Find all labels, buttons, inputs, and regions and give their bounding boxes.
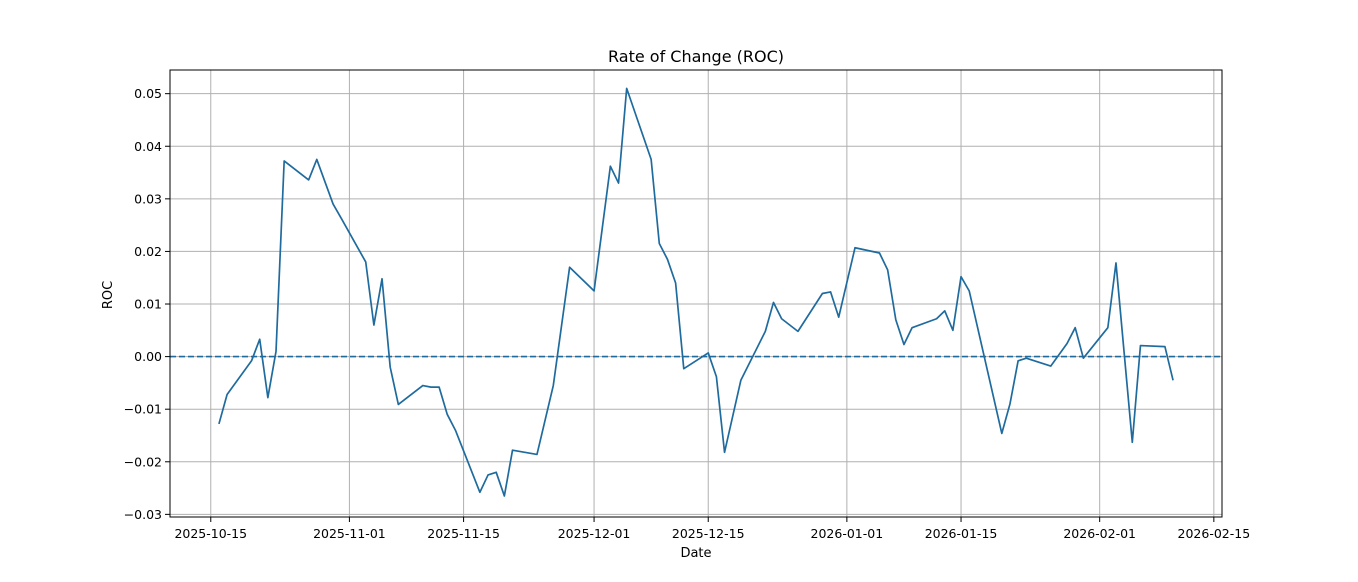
y-tick-label: 0.05	[134, 86, 162, 101]
chart-title: Rate of Change (ROC)	[608, 47, 784, 66]
y-tick-label: 0.02	[134, 244, 162, 259]
x-tick-label: 2025-12-01	[558, 526, 631, 541]
y-tick-label: −0.01	[124, 402, 162, 417]
x-tick-label: 2025-11-01	[313, 526, 386, 541]
x-tick-label: 2025-12-15	[672, 526, 745, 541]
y-tick-label: −0.03	[124, 507, 162, 522]
y-tick-label: 0.04	[134, 139, 162, 154]
y-axis-label: ROC	[101, 281, 116, 309]
plot-frame	[169, 69, 1223, 518]
y-tick-label: −0.02	[124, 454, 162, 469]
x-tick-label: 2026-02-01	[1063, 526, 1136, 541]
x-tick-label: 2026-01-15	[925, 526, 998, 541]
x-axis-label: Date	[680, 546, 711, 561]
y-tick-label: 0.03	[134, 191, 162, 206]
x-tick-label: 2026-02-15	[1178, 526, 1251, 541]
x-axis-ticks: 2025-10-15 2025-11-01 2025-11-15 2025-12-01…	[174, 517, 1250, 541]
roc-series-line	[218, 87, 1174, 497]
x-tick-label: 2026-01-01	[811, 526, 884, 541]
x-tick-label: 2025-10-15	[174, 526, 247, 541]
y-tick-label: 0.00	[134, 349, 162, 364]
y-axis-ticks: −0.03 −0.02 −0.01 0.00 0.01 0.02 0.03 0.04 0.05	[124, 86, 170, 522]
x-tick-label: 2025-11-15	[427, 526, 500, 541]
y-tick-label: 0.01	[134, 297, 162, 312]
